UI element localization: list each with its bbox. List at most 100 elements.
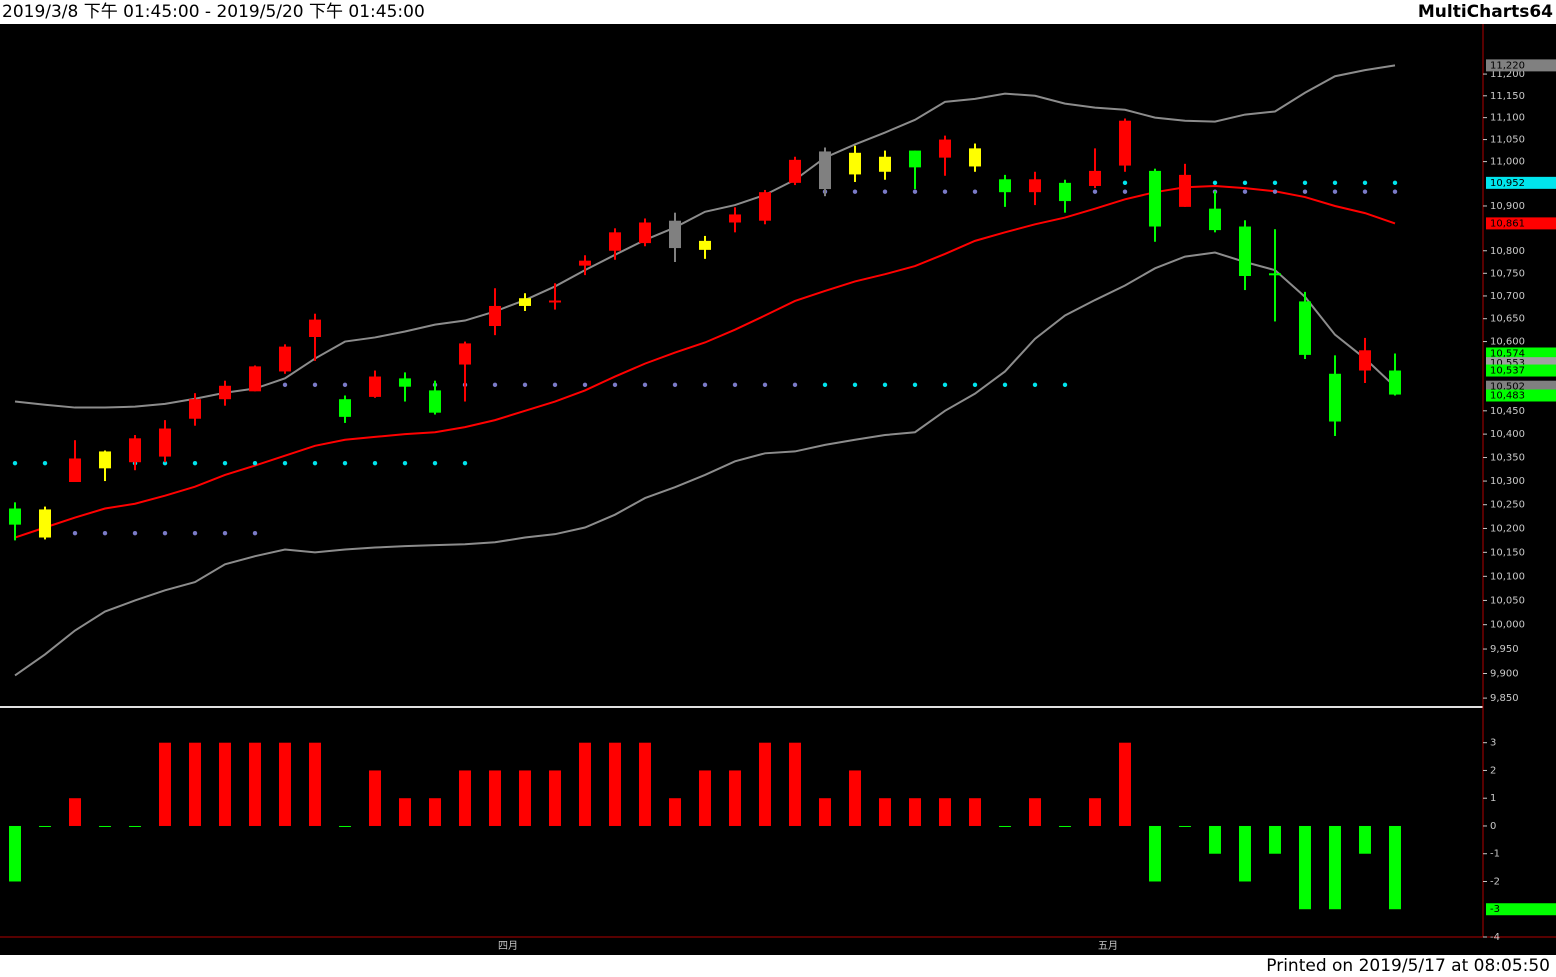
- y-tick-label: 9,900: [1490, 669, 1519, 680]
- stop-dot: [342, 460, 348, 466]
- bar: [549, 770, 561, 826]
- price-tag: [1486, 389, 1556, 402]
- candle-body: [369, 376, 381, 397]
- bar: [459, 770, 471, 826]
- stop-dot: [312, 460, 318, 466]
- bar: [1179, 825, 1191, 827]
- stop-dot: [222, 460, 228, 466]
- y-tick-label: 10,600: [1490, 337, 1525, 348]
- stop-dot: [552, 382, 558, 388]
- stop-dot: [132, 531, 138, 536]
- y-tick-label: 10,350: [1490, 453, 1525, 464]
- y-tick-label: 1: [1490, 793, 1496, 804]
- y-tick-label: 10,200: [1490, 523, 1525, 534]
- y-tick-label: 11,000: [1490, 157, 1525, 168]
- candle-body: [969, 148, 981, 167]
- bar: [1089, 798, 1101, 826]
- y-tick-label: 9,850: [1490, 693, 1519, 704]
- bar: [699, 770, 711, 826]
- bar: [189, 742, 201, 826]
- stop-dot: [1302, 180, 1308, 186]
- stop-dot: [1092, 189, 1098, 194]
- stop-dot: [192, 531, 198, 536]
- stop-dot: [942, 189, 948, 194]
- indicator-line: [14, 251, 1396, 677]
- price-tag-label: 10,952: [1490, 178, 1525, 189]
- y-tick-label: 10,800: [1490, 246, 1525, 257]
- stop-dot: [852, 382, 858, 388]
- stop-dot: [312, 382, 318, 388]
- candle-body: [1119, 120, 1131, 166]
- stop-dot: [12, 460, 18, 466]
- bar: [1329, 825, 1341, 910]
- bar: [579, 742, 591, 826]
- y-tick-label: 11,050: [1490, 135, 1525, 146]
- stop-dot: [822, 382, 828, 388]
- bar: [879, 798, 891, 826]
- candle-body: [9, 508, 21, 525]
- bar: [279, 742, 291, 826]
- date-range: 2019/3/8 下午 01:45:00 - 2019/5/20 下午 01:4…: [2, 2, 425, 22]
- y-tick-label: 10,650: [1490, 314, 1525, 325]
- candle-body: [1209, 208, 1221, 231]
- bar: [69, 798, 81, 826]
- stop-dot: [1122, 180, 1128, 186]
- stop-dot: [1122, 189, 1128, 194]
- y-tick-label: 10,450: [1490, 406, 1525, 417]
- candle-body: [999, 179, 1011, 193]
- candle-body: [909, 150, 921, 168]
- candle-body: [429, 390, 441, 413]
- candle-body: [549, 300, 561, 303]
- y-tick-label: -4: [1490, 932, 1500, 943]
- x-tick-label: 五月: [1098, 940, 1118, 952]
- candle-body: [159, 428, 171, 457]
- price-tag-label: -3: [1490, 904, 1500, 915]
- candle-body: [669, 220, 681, 249]
- bar: [639, 742, 651, 826]
- bar: [429, 798, 441, 826]
- stop-dot: [972, 382, 978, 388]
- stop-dot: [942, 382, 948, 388]
- bar: [1149, 825, 1161, 882]
- y-tick-label: 10,700: [1490, 291, 1525, 302]
- candle-body: [1029, 179, 1041, 193]
- app-name: MultiCharts64: [1418, 2, 1553, 22]
- price-tag-label: 10,574: [1490, 349, 1525, 360]
- bar: [159, 742, 171, 826]
- candle-body: [1329, 373, 1341, 422]
- candle-body: [819, 151, 831, 190]
- stop-dot: [72, 531, 78, 536]
- x-tick-label: 四月: [498, 940, 518, 952]
- candle-body: [1089, 170, 1101, 186]
- stop-dot: [462, 460, 468, 466]
- stop-dot: [192, 460, 198, 466]
- bar: [1059, 825, 1071, 827]
- y-tick-label: 10,150: [1490, 547, 1525, 558]
- stop-dot: [1332, 189, 1338, 194]
- stop-dot: [1242, 189, 1248, 194]
- bar: [609, 742, 621, 826]
- bar: [909, 798, 921, 826]
- candle-body: [69, 458, 81, 483]
- candle-body: [1389, 370, 1401, 395]
- stop-dot: [432, 460, 438, 466]
- bar: [1389, 825, 1401, 910]
- y-tick-label: 10,300: [1490, 476, 1525, 487]
- stop-dot: [582, 382, 588, 388]
- stop-dot: [1302, 189, 1308, 194]
- candle-body: [399, 378, 411, 387]
- bar: [1209, 825, 1221, 854]
- price-tag: [1486, 59, 1556, 72]
- stop-dot: [492, 382, 498, 388]
- bar: [369, 770, 381, 826]
- candle-body: [939, 139, 951, 158]
- stop-dot: [1032, 382, 1038, 388]
- price-tag-label: 10,537: [1490, 366, 1525, 377]
- bar: [1119, 742, 1131, 826]
- y-tick-label: 10,050: [1490, 595, 1525, 606]
- stop-dot: [342, 382, 348, 388]
- bar: [1239, 825, 1251, 882]
- stop-dot: [912, 382, 918, 388]
- bar: [9, 825, 21, 882]
- stop-dot: [102, 531, 108, 536]
